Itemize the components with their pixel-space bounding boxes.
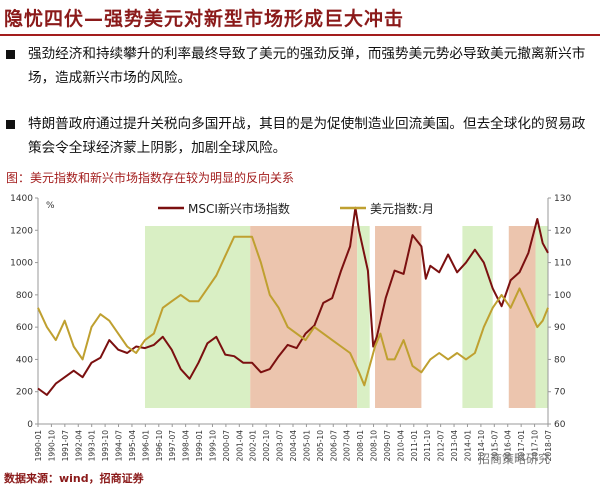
left-tick-label: 400 bbox=[16, 355, 33, 365]
right-tick-label: 90 bbox=[554, 323, 566, 333]
x-tick-label: 2010-04 bbox=[396, 430, 405, 462]
x-tick-label: 2007-04 bbox=[343, 430, 352, 462]
watermark: 招商策略研究 bbox=[478, 452, 551, 466]
shaded-period-0 bbox=[144, 226, 251, 408]
x-tick-label: 2009-07 bbox=[383, 430, 392, 462]
series-line-1 bbox=[37, 235, 549, 387]
left-tick-label: 200 bbox=[16, 388, 33, 398]
x-tick-label: 2000-07 bbox=[222, 430, 231, 462]
x-tick-label: 1991-07 bbox=[61, 430, 70, 462]
left-tick-label: 1000 bbox=[10, 259, 33, 269]
x-tick-label: 2005-01 bbox=[302, 430, 311, 462]
shaded-period-6 bbox=[535, 226, 548, 408]
x-tick-label: 2004-04 bbox=[289, 430, 298, 462]
right-tick-label: 70 bbox=[554, 388, 566, 398]
left-tick-label: 0 bbox=[27, 420, 33, 430]
x-tick-label: 2016-04 bbox=[504, 430, 513, 462]
x-tick-label: 1997-07 bbox=[168, 430, 177, 462]
x-tick-label: 1993-01 bbox=[88, 430, 97, 462]
series-line-0 bbox=[37, 206, 549, 396]
shaded-period-2 bbox=[357, 226, 370, 408]
dollar-em-chart: 0 200 400 600 800 1000 1200 1400% 60 70 80 90 100 110… bbox=[10, 194, 571, 462]
x-tick-label: 2018-07 bbox=[544, 430, 553, 462]
bullet-square-icon bbox=[6, 120, 15, 129]
shaded-period-3 bbox=[375, 226, 422, 408]
x-tick-label: 1994-07 bbox=[115, 430, 124, 462]
data-source: 数据来源：wind，招商证券 bbox=[4, 472, 144, 485]
left-axis-unit: % bbox=[46, 201, 55, 211]
shaded-period-5 bbox=[508, 226, 536, 408]
x-tick-label: 2011-01 bbox=[410, 430, 419, 462]
x-tick-label: 2017-01 bbox=[517, 430, 526, 462]
bullet-text: 特朗普政府通过提升关税向多国开战，其目的是为促使制造业回流美国。但去全球化的贸易… bbox=[28, 116, 586, 156]
x-tick-label: 1990-01 bbox=[34, 430, 43, 462]
legend-label: 美元指数:月 bbox=[370, 201, 434, 216]
right-tick-label: 120 bbox=[554, 226, 571, 236]
x-tick-label: 2017-10 bbox=[531, 430, 540, 462]
legend-label: MSCI新兴市场指数 bbox=[188, 201, 290, 216]
right-tick-label: 60 bbox=[554, 420, 566, 430]
x-tick-label: 2006-07 bbox=[329, 430, 338, 462]
x-tick-label: 2008-01 bbox=[356, 430, 365, 462]
left-tick-label: 1400 bbox=[10, 194, 33, 204]
left-tick-label: 800 bbox=[16, 291, 33, 301]
x-tick-label: 2013-04 bbox=[450, 430, 459, 462]
x-tick-label: 1992-04 bbox=[74, 430, 83, 462]
x-tick-label: 1996-01 bbox=[141, 430, 150, 462]
x-tick-label: 2003-07 bbox=[276, 430, 285, 462]
left-tick-label: 600 bbox=[16, 323, 33, 333]
left-tick-label: 1200 bbox=[10, 226, 33, 236]
x-tick-label: 2012-07 bbox=[437, 430, 446, 462]
x-tick-label: 2002-10 bbox=[262, 430, 271, 462]
bullet-text: 强劲经济和持续攀升的利率最终导致了美元的强劲反弹，而强势美元势必导致美元撤离新兴… bbox=[28, 46, 586, 86]
right-tick-label: 100 bbox=[554, 291, 571, 301]
x-tick-label: 2001-04 bbox=[235, 430, 244, 462]
right-tick-label: 110 bbox=[554, 259, 571, 269]
right-tick-label: 80 bbox=[554, 355, 566, 365]
title-divider bbox=[0, 34, 600, 36]
x-tick-label: 2002-01 bbox=[249, 430, 258, 462]
x-tick-label: 1998-04 bbox=[182, 430, 191, 462]
x-tick-label: 1999-01 bbox=[195, 430, 204, 462]
x-tick-label: 1999-10 bbox=[208, 430, 217, 462]
right-tick-label: 130 bbox=[554, 194, 571, 204]
x-tick-label: 2005-10 bbox=[316, 430, 325, 462]
page-title: 隐忧四伏—强势美元对新型市场形成巨大冲击 bbox=[4, 8, 405, 30]
x-tick-label: 1993-10 bbox=[101, 430, 110, 462]
bullet-item: 强劲经济和持续攀升的利率最终导致了美元的强劲反弹，而强势美元势必导致美元撤离新兴… bbox=[6, 42, 596, 92]
x-tick-label: 2015-07 bbox=[490, 430, 499, 462]
x-tick-label: 1996-10 bbox=[155, 430, 164, 462]
x-tick-label: 1995-04 bbox=[128, 430, 137, 462]
x-tick-label: 2014-01 bbox=[463, 430, 472, 462]
x-tick-label: 2011-10 bbox=[423, 430, 432, 462]
x-tick-label: 2008-10 bbox=[370, 430, 379, 462]
x-tick-label: 1990-10 bbox=[47, 430, 56, 462]
x-tick-label: 2014-10 bbox=[477, 430, 486, 462]
bullet-item: 特朗普政府通过提升关税向多国开战，其目的是为促使制造业回流美国。但去全球化的贸易… bbox=[6, 112, 596, 162]
bullet-square-icon bbox=[6, 50, 15, 59]
shaded-period-1 bbox=[250, 226, 358, 408]
chart-caption: 图：美元指数和新兴市场指数存在较为明显的反向关系 bbox=[6, 171, 295, 185]
